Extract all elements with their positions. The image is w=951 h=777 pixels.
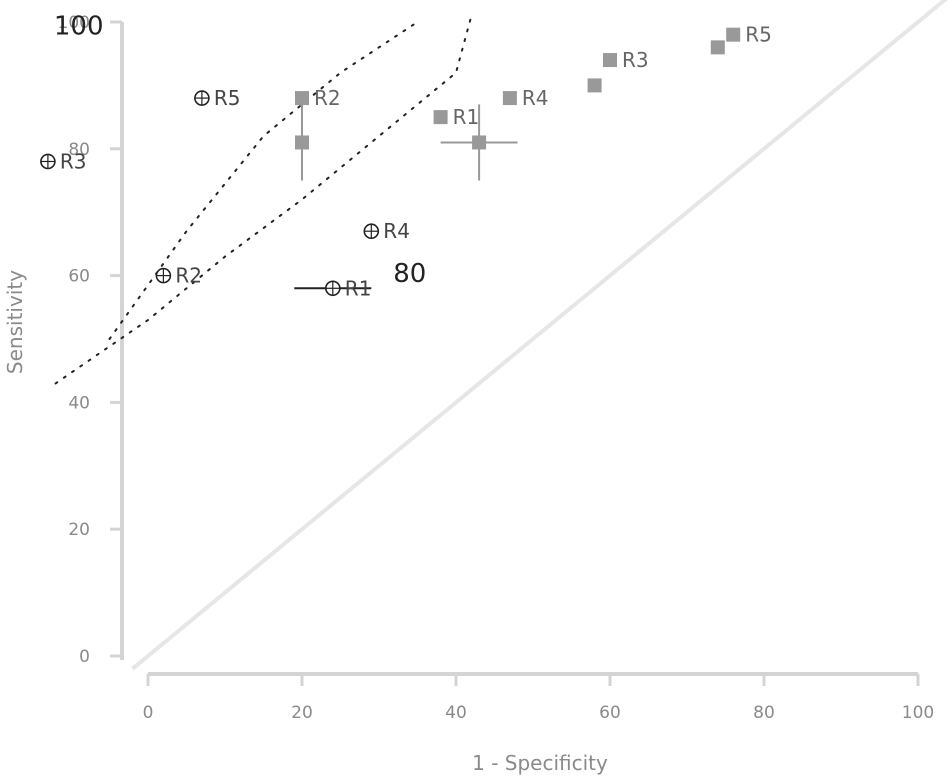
study-point bbox=[295, 135, 309, 150]
x-tick-label: 100 bbox=[902, 703, 934, 723]
study-point bbox=[433, 110, 448, 125]
study-point bbox=[472, 135, 487, 150]
point-label: R2 bbox=[175, 264, 202, 288]
annotation-label: 100 bbox=[54, 12, 104, 42]
x-tick-label: 40 bbox=[445, 703, 467, 723]
study-point bbox=[710, 40, 725, 55]
study-point bbox=[603, 53, 617, 68]
point-label: R2 bbox=[314, 86, 341, 110]
axes: 0 20 40 60 80 100 0 20 40 60 80 100 bbox=[58, 13, 935, 723]
point-label: R4 bbox=[383, 219, 410, 243]
x-tick-label: 0 bbox=[143, 703, 154, 723]
point-label: R5 bbox=[214, 86, 241, 110]
study-point bbox=[502, 91, 517, 106]
y-tick-label: 60 bbox=[68, 267, 90, 287]
point-label: R1 bbox=[345, 276, 372, 300]
labels: R1 R2 R3 R4 R5 R5 R3 R2 R1 R4 100 80 bbox=[54, 12, 772, 301]
point-label: R3 bbox=[622, 48, 649, 72]
annotation-label: 80 bbox=[393, 259, 426, 289]
curves bbox=[54, 0, 948, 671]
point-label: R5 bbox=[745, 23, 772, 47]
summary-curve-upper bbox=[54, 14, 473, 385]
y-axis-title: Sensitivity bbox=[3, 270, 27, 374]
x-tick-label: 60 bbox=[599, 703, 621, 723]
y-tick-label: 20 bbox=[68, 520, 90, 540]
reference-diagonal bbox=[131, 0, 948, 671]
y-tick-label: 0 bbox=[79, 647, 90, 667]
y-tick-label: 40 bbox=[68, 393, 90, 413]
point-label: R3 bbox=[60, 149, 87, 173]
x-tick-label: 20 bbox=[291, 703, 313, 723]
study-point bbox=[726, 27, 741, 42]
study-point bbox=[295, 91, 309, 106]
x-axis-title: 1 - Specificity bbox=[472, 751, 608, 775]
study-point bbox=[587, 78, 602, 93]
data-marks bbox=[40, 27, 741, 297]
y-tick-label: 100 bbox=[58, 13, 90, 33]
x-tick-label: 80 bbox=[753, 703, 775, 723]
point-label: R4 bbox=[522, 86, 549, 110]
y-tick-label: 80 bbox=[68, 140, 90, 160]
point-label: R1 bbox=[453, 105, 480, 129]
